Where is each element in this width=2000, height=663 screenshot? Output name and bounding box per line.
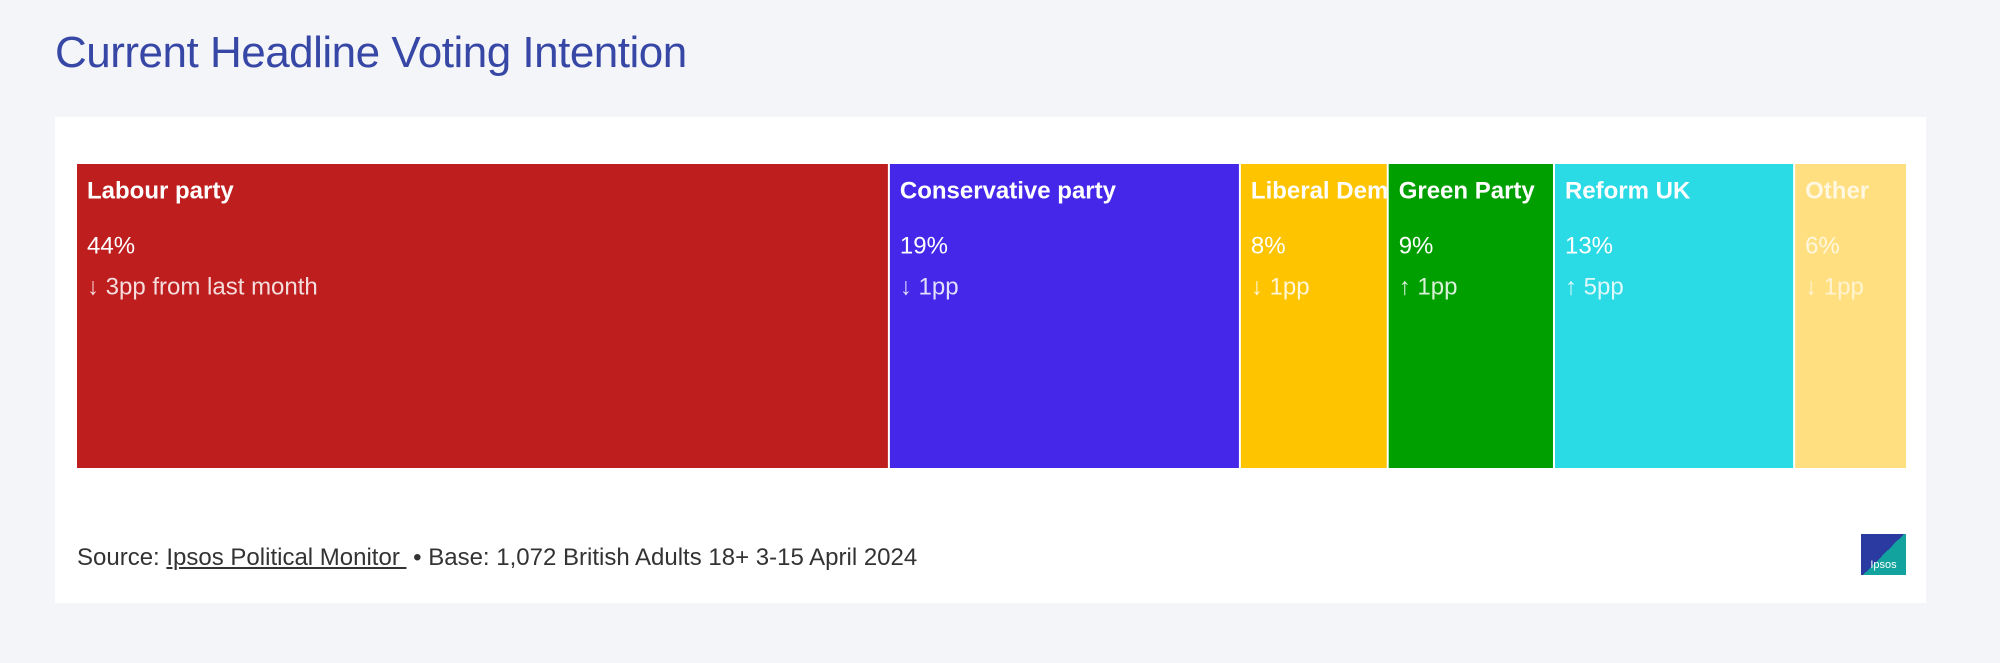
bar-segment [889, 164, 1239, 468]
segment-labels: Reform UK 13% ↑ 5pp [1565, 177, 1691, 300]
value-label: 8% [1251, 232, 1286, 259]
segment-labels: Other 6% ↓ 1pp [1805, 177, 1869, 300]
logo: Ipsos [1861, 534, 1906, 575]
change-label: ↓ 1pp [1251, 273, 1310, 300]
category-label: Green Party [1399, 177, 1536, 204]
value-label: 44% [87, 232, 135, 259]
source-suffix: • Base: 1,072 British Adults 18+ 3-15 Ap… [413, 544, 918, 571]
segment-labels: Labour party 44% ↓ 3pp from last month [87, 177, 318, 300]
segment-labels: Green Party 9% ↑ 1pp [1399, 177, 1536, 300]
source: Source: Ipsos Political Monitor • Base: … [77, 544, 917, 572]
source-link[interactable]: Ipsos Political Monitor [166, 544, 407, 571]
category-label: Reform UK [1565, 177, 1691, 204]
value-label: 6% [1805, 232, 1840, 259]
bar-segment [1388, 164, 1553, 468]
value-label: 9% [1399, 232, 1434, 259]
change-label: ↓ 1pp [900, 273, 959, 300]
change-label: ↑ 1pp [1399, 273, 1458, 300]
source-prefix: Source: [77, 544, 167, 571]
value-label: 19% [900, 232, 948, 259]
bar-segment [77, 164, 888, 468]
bar-segment [1554, 164, 1794, 468]
category-label: Other [1805, 177, 1869, 204]
bar-segment [1240, 164, 1387, 468]
change-label: ↓ 1pp [1805, 273, 1864, 300]
segment-labels: Liberal Democrats 8% ↓ 1pp [1251, 177, 1460, 300]
category-label: Conservative party [900, 177, 1117, 204]
change-label: ↑ 5pp [1565, 273, 1624, 300]
category-label: Liberal Democrats [1251, 177, 1460, 204]
bar-segment [1795, 164, 1906, 468]
change-label: ↓ 3pp from last month [87, 273, 318, 300]
chart-title: Current Headline Voting Intention [55, 28, 687, 77]
category-label: Labour party [87, 177, 234, 204]
value-label: 13% [1565, 232, 1613, 259]
segment-labels: Conservative party 19% ↓ 1pp [900, 177, 1117, 300]
